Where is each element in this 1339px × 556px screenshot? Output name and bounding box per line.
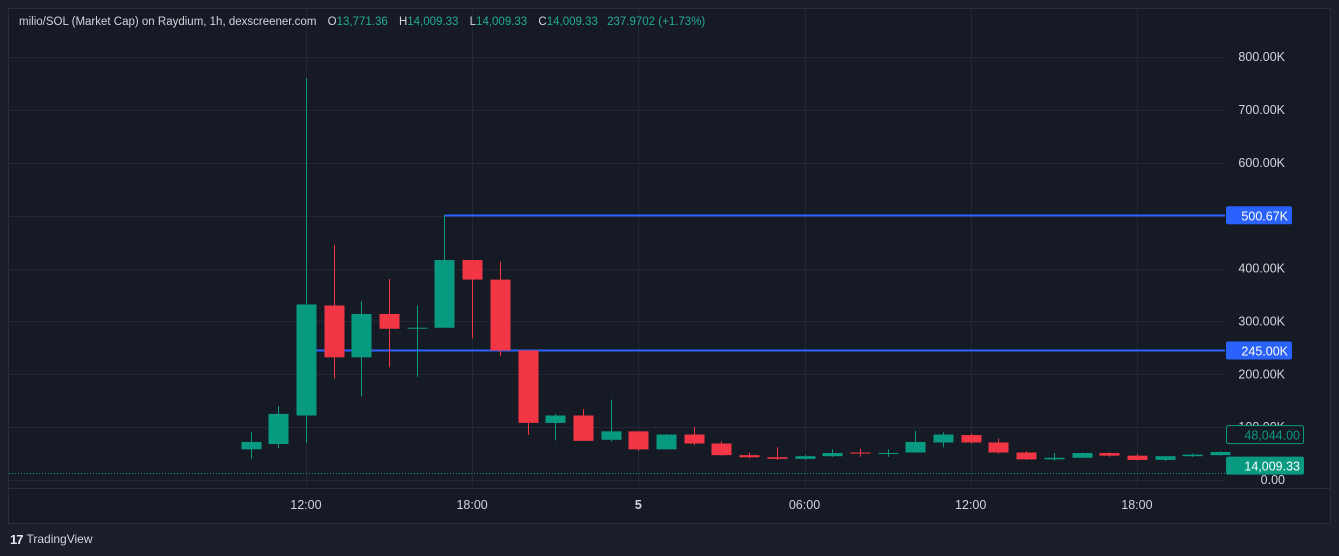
x-axis-tick-label: 18:00 [456,498,487,512]
chart-legend: milio/SOL (Market Cap) on Raydium, 1h, d… [19,16,705,28]
candle-up [407,327,428,329]
candle-down [767,457,788,459]
candle-up [1182,454,1203,457]
hline-price-tag [1226,341,1292,360]
high-value: 14,009.33 [407,16,459,28]
high-label: H [398,16,408,28]
symbol-title: milio/SOL (Market Cap) on Raydium, 1h, d… [19,16,317,28]
change-value: 237.9702 (+1.73%) [607,16,706,28]
candle-down [850,452,871,454]
candle-up [434,260,455,328]
open-label: O [327,16,337,28]
candle-down [711,443,732,456]
candle-up [1072,453,1093,458]
candle-down [379,313,400,329]
hline-price-tag [1226,206,1292,225]
tradingview-brand: TradingView [26,532,93,546]
candle-down [684,434,705,444]
tradingview-attribution[interactable]: 17 TradingView [10,529,93,549]
y-axis-tick-label: 800.00K [1238,50,1285,64]
y-axis-tick-label: 300.00K [1238,314,1285,328]
x-axis-tick-label: 12:00 [290,498,321,512]
candle-up [933,434,954,443]
candle-up [241,441,262,450]
last-price-tag [1226,456,1304,475]
x-axis-tick-label: 12:00 [955,498,986,512]
candle-down [739,455,760,458]
candle-down [1016,452,1037,460]
candle-down [324,305,345,358]
candle-down [490,279,511,351]
candle-down [573,415,594,441]
hline-price-label: 500.67K [1241,209,1288,223]
candlestick-chart[interactable]: 800.00K700.00K600.00K500.00K400.00K300.0… [0,0,1339,530]
y-axis-tick-label: 400.00K [1238,262,1285,276]
hline-price-label: 245.00K [1241,344,1288,358]
candle-down [961,435,982,443]
candle-up [795,456,816,459]
price-tag-outline [1226,425,1304,445]
last-price-label: 14,009.33 [1244,460,1300,474]
price-label-outline: 48,044.00 [1244,429,1300,443]
candle-up [268,413,289,445]
candle-down [1127,455,1148,460]
close-value: 14,009.33 [546,16,598,28]
candle-up [1210,451,1231,456]
candle-down [518,350,539,423]
candle-down [988,442,1009,453]
candle-up [822,453,843,457]
open-value: 13,771.36 [336,16,388,28]
candle-up [351,313,372,358]
candle-up [905,441,926,453]
candle-up [878,453,899,455]
tradingview-logo-icon: 17 [10,531,24,547]
low-label: L [469,16,477,28]
candle-up [296,304,317,416]
candle-up [656,434,677,450]
x-axis-tick-label: 18:00 [1121,498,1152,512]
y-axis-tick-label: 600.00K [1238,156,1285,170]
low-value: 14,009.33 [476,16,528,28]
candle-up [1155,456,1176,460]
y-axis-tick-label: 700.00K [1238,103,1285,117]
x-axis-tick-label: 5 [635,498,642,512]
y-axis-tick-label: 0.00 [1261,473,1285,487]
candle-up [1044,457,1065,460]
close-label: C [538,16,547,28]
candle-down [462,260,483,280]
candle-down [1099,453,1120,456]
candle-up [601,431,622,440]
x-axis-tick-label: 06:00 [789,498,820,512]
candle-up [545,415,566,423]
y-axis-tick-label: 200.00K [1238,367,1285,381]
candle-down [628,431,649,450]
